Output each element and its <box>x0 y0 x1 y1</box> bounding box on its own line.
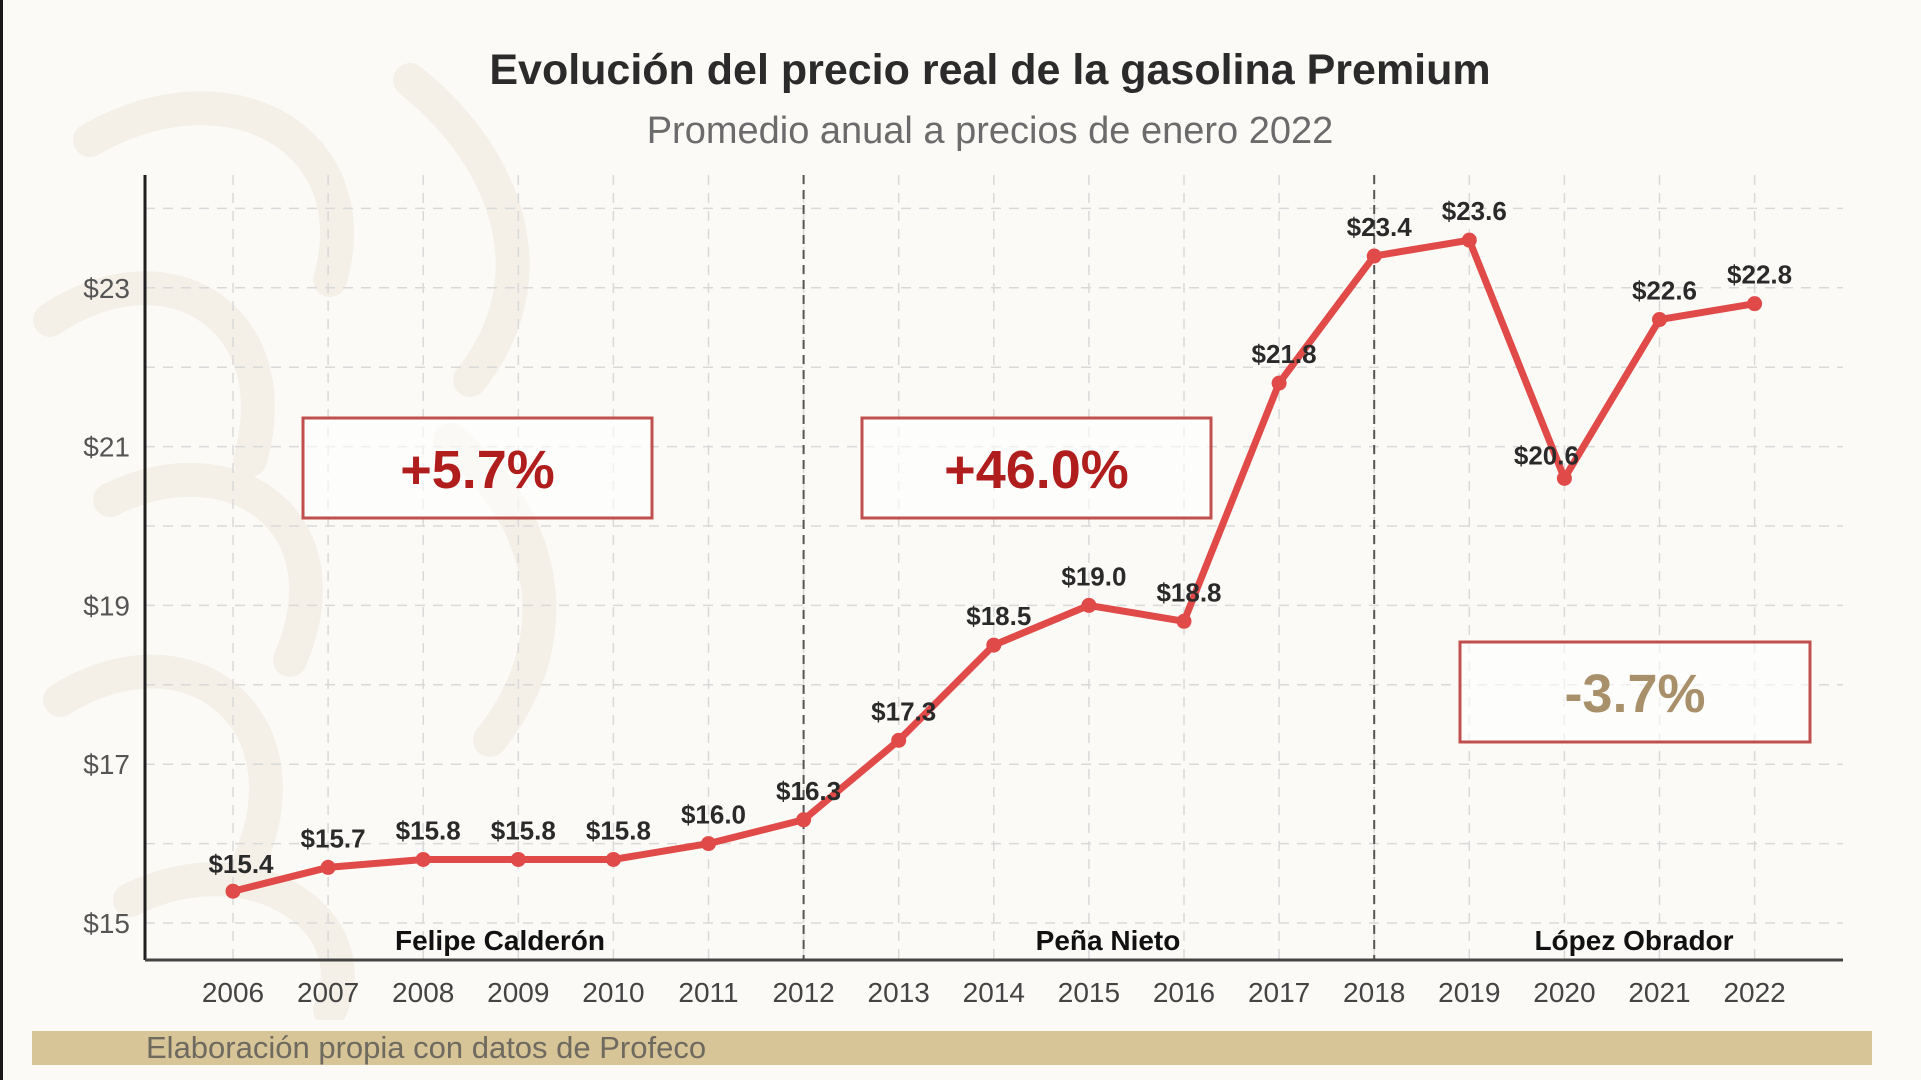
y-tick-label: $23 <box>83 273 130 304</box>
x-tick-label: 2022 <box>1723 977 1785 1008</box>
grid <box>145 175 1843 960</box>
x-tick-label: 2016 <box>1153 977 1215 1008</box>
y-tick-labels: $15 $17 $19 $21 $23 <box>83 273 130 939</box>
watermark-pattern <box>33 63 557 1020</box>
x-tick-label: 2020 <box>1533 977 1595 1008</box>
period-name: Felipe Calderón <box>395 925 605 956</box>
data-point <box>796 812 812 828</box>
change-value: +46.0% <box>944 440 1129 500</box>
data-label: $16.0 <box>681 800 746 830</box>
data-point <box>1271 375 1287 391</box>
data-label: $18.5 <box>966 601 1031 631</box>
axes <box>143 175 1843 962</box>
change-value: -3.7% <box>1564 664 1705 724</box>
data-label: $17.3 <box>871 696 936 726</box>
change-box <box>860 416 1213 520</box>
y-tick-label: $17 <box>83 749 130 780</box>
data-point <box>510 851 526 867</box>
data-point <box>415 851 431 867</box>
x-tick-label: 2010 <box>582 977 644 1008</box>
x-tick-label: 2012 <box>772 977 834 1008</box>
chart-title: Evolución del precio real de la gasolina… <box>489 46 1491 94</box>
data-point <box>1556 470 1572 486</box>
data-point <box>1747 296 1763 312</box>
data-label: $21.8 <box>1252 339 1317 369</box>
x-tick-label: 2014 <box>963 977 1025 1008</box>
data-label: $15.7 <box>301 823 366 853</box>
x-tick-labels: 2006 2007 2008 2009 2010 2011 2012 2013 2014 2015… <box>202 977 1786 1008</box>
x-tick-label: 2021 <box>1628 977 1690 1008</box>
data-point <box>1652 312 1667 328</box>
window-edge <box>0 0 3 1080</box>
data-label: $15.8 <box>586 815 651 845</box>
data-label: $19.0 <box>1061 561 1126 591</box>
data-point <box>1081 597 1097 613</box>
x-tick-label: 2015 <box>1058 977 1120 1008</box>
change-box <box>301 416 654 520</box>
data-label: $23.4 <box>1347 212 1413 242</box>
x-tick-label: 2008 <box>392 977 454 1008</box>
data-point <box>320 859 336 875</box>
change-value: +5.7% <box>400 440 555 500</box>
x-tick-label: 2007 <box>297 977 359 1008</box>
data-point <box>1461 232 1477 248</box>
y-tick-label: $19 <box>83 590 130 621</box>
x-tick-label: 2006 <box>202 977 264 1008</box>
data-label: $23.6 <box>1442 196 1507 226</box>
data-point <box>1176 613 1192 629</box>
period-labels: Felipe Calderón Peña Nieto López Obrador <box>395 925 1734 956</box>
footer-bar <box>32 1031 1872 1065</box>
data-label: $22.8 <box>1727 260 1792 290</box>
period-name: López Obrador <box>1534 925 1733 956</box>
data-label: $15.4 <box>208 849 274 879</box>
data-label: $15.8 <box>491 815 556 845</box>
data-point <box>891 732 907 748</box>
period-dividers <box>802 175 1376 960</box>
data-label: $15.8 <box>396 815 461 845</box>
data-label: $20.6 <box>1514 440 1579 470</box>
data-point <box>225 883 241 899</box>
x-tick-label: 2011 <box>678 977 738 1008</box>
data-point <box>701 836 716 852</box>
x-tick-label: 2019 <box>1438 977 1500 1008</box>
data-label: $18.8 <box>1156 577 1221 607</box>
y-tick-label: $15 <box>83 908 130 939</box>
data-point <box>986 637 1002 653</box>
period-name: Peña Nieto <box>1036 925 1181 956</box>
data-point <box>605 851 621 867</box>
data-point <box>1366 248 1382 264</box>
chart-subtitle: Promedio anual a precios de enero 2022 <box>646 110 1334 152</box>
data-labels: $15.4 $15.7 $15.8 $15.8 $15.8 $16.0 $16.3 $17.3… <box>208 196 1792 879</box>
period-change-boxes: +5.7% +46.0% -3.7% <box>301 416 1812 744</box>
data-label: $16.3 <box>776 776 841 806</box>
x-tick-label: 2018 <box>1343 977 1405 1008</box>
x-tick-label: 2009 <box>487 977 549 1008</box>
change-box <box>1458 640 1812 744</box>
x-tick-label: 2013 <box>868 977 930 1008</box>
source-note: Elaboración propia con datos de Profeco <box>146 1030 707 1065</box>
data-label: $22.6 <box>1632 276 1697 306</box>
price-series <box>225 232 1763 899</box>
x-tick-label: 2017 <box>1248 977 1310 1008</box>
y-tick-label: $21 <box>83 432 130 463</box>
